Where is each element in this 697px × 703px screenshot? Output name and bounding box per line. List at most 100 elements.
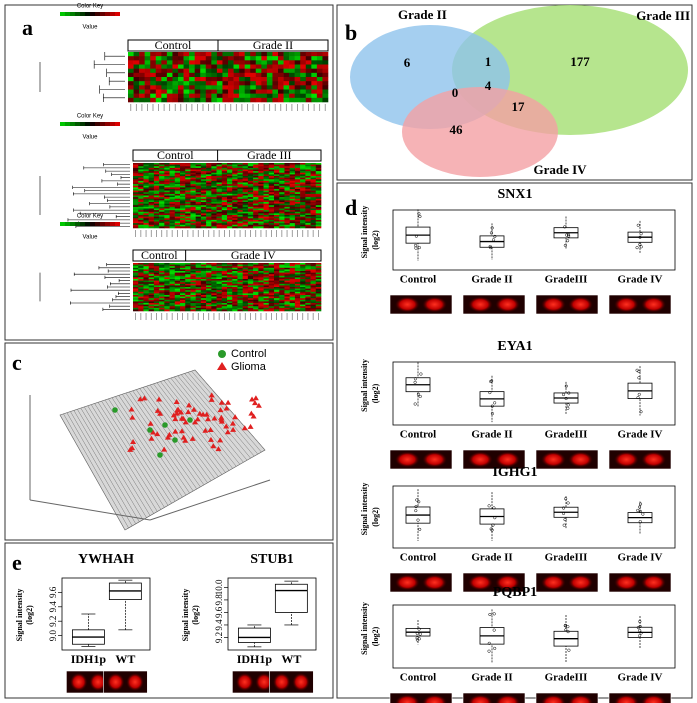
heatmap-cell bbox=[228, 60, 234, 64]
heatmap-cell bbox=[134, 77, 140, 81]
heatmap-cell bbox=[156, 56, 162, 60]
heatmap-cell bbox=[172, 73, 178, 77]
heatmap-cell bbox=[295, 85, 301, 89]
heatmap-cell bbox=[189, 85, 195, 89]
heatmap-cell bbox=[172, 90, 178, 94]
heatmap-cell bbox=[139, 77, 145, 81]
heatmap-cell bbox=[200, 52, 206, 56]
heatmap-cell bbox=[217, 65, 223, 69]
blot-spot bbox=[422, 452, 447, 468]
heatmap-cell bbox=[128, 81, 134, 85]
heatmap-cell bbox=[239, 56, 245, 60]
heatmap-cell bbox=[217, 85, 223, 89]
heatmap-cell bbox=[145, 56, 151, 60]
heatmap-cell bbox=[206, 73, 212, 77]
heatmap-cell bbox=[206, 90, 212, 94]
heatmap-cell bbox=[311, 52, 317, 56]
heatmap-cell bbox=[267, 52, 273, 56]
heatmap-cell bbox=[190, 226, 196, 228]
heatmap-cell bbox=[178, 52, 184, 56]
heatmap-cell bbox=[172, 77, 178, 81]
heatmap-cell bbox=[145, 85, 151, 89]
heatmap-cell bbox=[261, 60, 267, 64]
heatmap-cell bbox=[189, 81, 195, 85]
outlier-point bbox=[636, 509, 639, 512]
color-key-cell bbox=[90, 222, 95, 226]
blot-spot bbox=[641, 297, 666, 313]
heatmap-cell bbox=[167, 77, 173, 81]
color-key-title: Color Key bbox=[77, 4, 103, 10]
heatmap-cell bbox=[311, 69, 317, 73]
heatmap-cell bbox=[195, 85, 201, 89]
outlier-point bbox=[491, 412, 494, 415]
heatmap-cell bbox=[311, 90, 317, 94]
heatmap-cell bbox=[250, 98, 256, 102]
heatmap-cell bbox=[134, 69, 140, 73]
heatmap-cell bbox=[200, 69, 206, 73]
y-label: (log2) bbox=[371, 626, 380, 646]
blot-spot bbox=[395, 297, 420, 313]
box bbox=[275, 584, 307, 612]
heatmap-cell bbox=[184, 65, 190, 69]
heatmap-cell bbox=[161, 81, 167, 85]
heatmap-cell bbox=[149, 309, 155, 311]
color-key-cell bbox=[90, 122, 95, 126]
heatmap-cell bbox=[300, 65, 306, 69]
heatmap-cell bbox=[150, 90, 156, 94]
heatmap-cell bbox=[167, 56, 173, 60]
heatmap-cell bbox=[189, 52, 195, 56]
heatmap-cell bbox=[222, 226, 228, 228]
heatmap-cell bbox=[289, 73, 295, 77]
heatmap-cell bbox=[159, 309, 165, 311]
outlier-point bbox=[489, 613, 492, 616]
x-tick-label: Grade IV bbox=[618, 274, 663, 286]
heatmap-cell bbox=[150, 73, 156, 77]
heatmap-cell bbox=[322, 69, 328, 73]
heatmap-cell bbox=[128, 85, 134, 89]
heatmap-cell bbox=[250, 56, 256, 60]
heatmap-cell bbox=[245, 90, 251, 94]
y-tick-label: 10.0 bbox=[214, 579, 224, 595]
heatmap-cell bbox=[250, 73, 256, 77]
outlier-point bbox=[567, 407, 570, 410]
venn-set-label: Grade III bbox=[636, 8, 690, 23]
legend-marker bbox=[218, 350, 226, 358]
heatmap-cell bbox=[145, 90, 151, 94]
heatmap-cell bbox=[178, 60, 184, 64]
x-tick-label: Control bbox=[400, 429, 436, 441]
panel-label: e bbox=[12, 550, 22, 575]
x-tick-label: Control bbox=[400, 274, 436, 286]
heatmap-cell bbox=[164, 309, 170, 311]
group-label: Grade II bbox=[253, 38, 293, 52]
legend-label: Glioma bbox=[231, 361, 267, 373]
heatmap-cell bbox=[139, 52, 145, 56]
heatmap-cell bbox=[272, 77, 278, 81]
heatmap-cell bbox=[278, 73, 284, 77]
heatmap-cell bbox=[295, 56, 301, 60]
heatmap-cell bbox=[128, 60, 134, 64]
heatmap-cell bbox=[250, 77, 256, 81]
heatmap-cell bbox=[306, 60, 312, 64]
plot-title: STUB1 bbox=[250, 552, 294, 567]
heatmap-cell bbox=[228, 69, 234, 73]
heatmap-cell bbox=[256, 73, 262, 77]
heatmap-cell bbox=[178, 65, 184, 69]
heatmap-cell bbox=[195, 65, 201, 69]
outlier-point bbox=[493, 647, 496, 650]
heatmap-cell bbox=[234, 98, 240, 102]
heatmap-cell bbox=[284, 52, 290, 56]
heatmap-cell bbox=[322, 94, 328, 98]
heatmap-cell bbox=[258, 309, 264, 311]
heatmap-cell bbox=[189, 60, 195, 64]
heatmap-cell bbox=[200, 98, 206, 102]
heatmap-cell bbox=[253, 309, 259, 311]
heatmap-cell bbox=[228, 81, 234, 85]
heatmap-cell bbox=[278, 65, 284, 69]
heatmap-cell bbox=[306, 77, 312, 81]
outlier-point bbox=[638, 376, 641, 379]
y-label: (log2) bbox=[371, 383, 380, 403]
venn-count: 4 bbox=[485, 78, 492, 93]
heatmap-cell bbox=[167, 69, 173, 73]
heatmap-cell bbox=[272, 90, 278, 94]
